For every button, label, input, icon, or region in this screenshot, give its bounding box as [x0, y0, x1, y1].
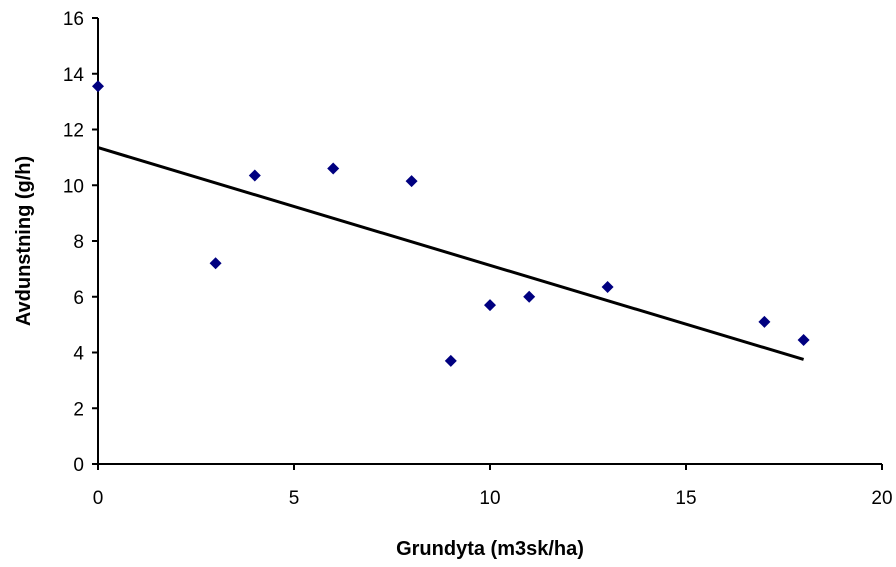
- data-points: [92, 80, 810, 367]
- y-tick-label: 2: [73, 399, 84, 420]
- x-tick-label: 5: [289, 488, 300, 509]
- data-point: [797, 333, 810, 346]
- x-tick-label: 0: [93, 488, 104, 509]
- y-tick-label: 6: [73, 288, 84, 309]
- y-tick-label: 16: [63, 9, 84, 30]
- data-point: [248, 169, 261, 182]
- y-tick-label: 12: [63, 121, 84, 142]
- y-axis-title: Avdunstning (g/h): [13, 156, 35, 326]
- x-tick-label: 10: [479, 488, 500, 509]
- x-axis-title: Grundyta (m3sk/ha): [396, 538, 584, 560]
- x-tick-label: 15: [675, 488, 696, 509]
- data-point: [209, 257, 222, 270]
- data-point: [444, 354, 457, 367]
- y-tick-label: 4: [73, 344, 84, 365]
- y-axis-ticks: 0 2 4 6 8 10 12 14 16: [63, 9, 98, 476]
- x-tick-label: 20: [871, 488, 892, 509]
- data-point: [405, 175, 418, 188]
- data-point: [523, 290, 536, 303]
- x-axis-ticks: 0 5 10 15 20: [93, 464, 893, 509]
- trendline: [97, 146, 805, 361]
- data-point: [484, 299, 496, 312]
- y-tick-label: 0: [73, 455, 84, 476]
- y-tick-label: 10: [63, 176, 84, 197]
- y-tick-label: 14: [63, 65, 85, 86]
- data-point: [601, 280, 614, 293]
- y-tick-label: 8: [73, 232, 84, 253]
- data-point: [758, 315, 771, 328]
- data-point: [327, 162, 340, 175]
- data-point: [92, 80, 104, 93]
